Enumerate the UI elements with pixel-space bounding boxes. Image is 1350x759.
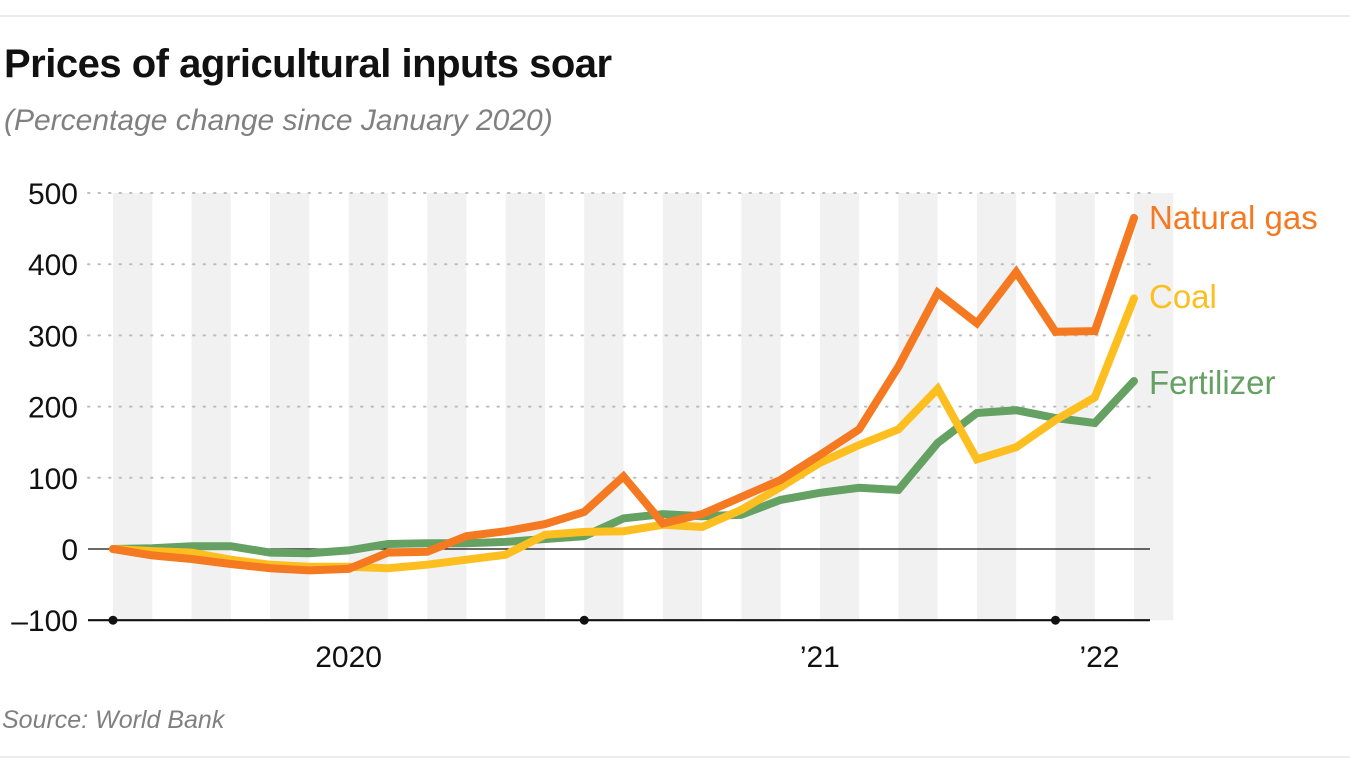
series-lines <box>109 213 1138 575</box>
chart-subtitle: (Percentage change since January 2020) <box>4 104 553 137</box>
series-label: Natural gas <box>1149 199 1318 236</box>
y-tick-label: 0 <box>61 534 78 567</box>
y-tick-label: 400 <box>28 249 78 282</box>
year-tick-dot <box>108 615 118 625</box>
series-label: Coal <box>1149 278 1217 315</box>
chart-title: Prices of agricultural inputs soar <box>4 42 612 86</box>
y-tick-label: –100 <box>11 605 78 638</box>
x-axis: 2020 ’21 ’22 <box>88 615 1150 674</box>
x-tick-label: ’21 <box>800 641 840 674</box>
y-tick-label: 300 <box>28 320 78 353</box>
source-note: Source: World Bank <box>2 706 225 734</box>
x-tick-label: 2020 <box>315 641 382 674</box>
y-tick-label: 500 <box>28 178 78 211</box>
line-chart: 500 400 300 200 100 0 –100 2020 ’21 ’22 Fertiliz… <box>11 178 1318 674</box>
bottom-border <box>0 756 1350 758</box>
month-band <box>819 193 860 621</box>
x-tick-label: ’22 <box>1079 641 1119 674</box>
y-tick-label: 200 <box>28 392 78 425</box>
series-labels: Fertilizer Coal Natural gas <box>1149 199 1318 401</box>
top-border <box>0 15 1350 17</box>
series-label: Fertilizer <box>1149 364 1276 401</box>
y-axis: 500 400 300 200 100 0 –100 <box>11 178 78 638</box>
y-tick-label: 100 <box>28 463 78 496</box>
year-tick-dot <box>579 615 589 625</box>
year-tick-dot <box>1050 615 1060 625</box>
